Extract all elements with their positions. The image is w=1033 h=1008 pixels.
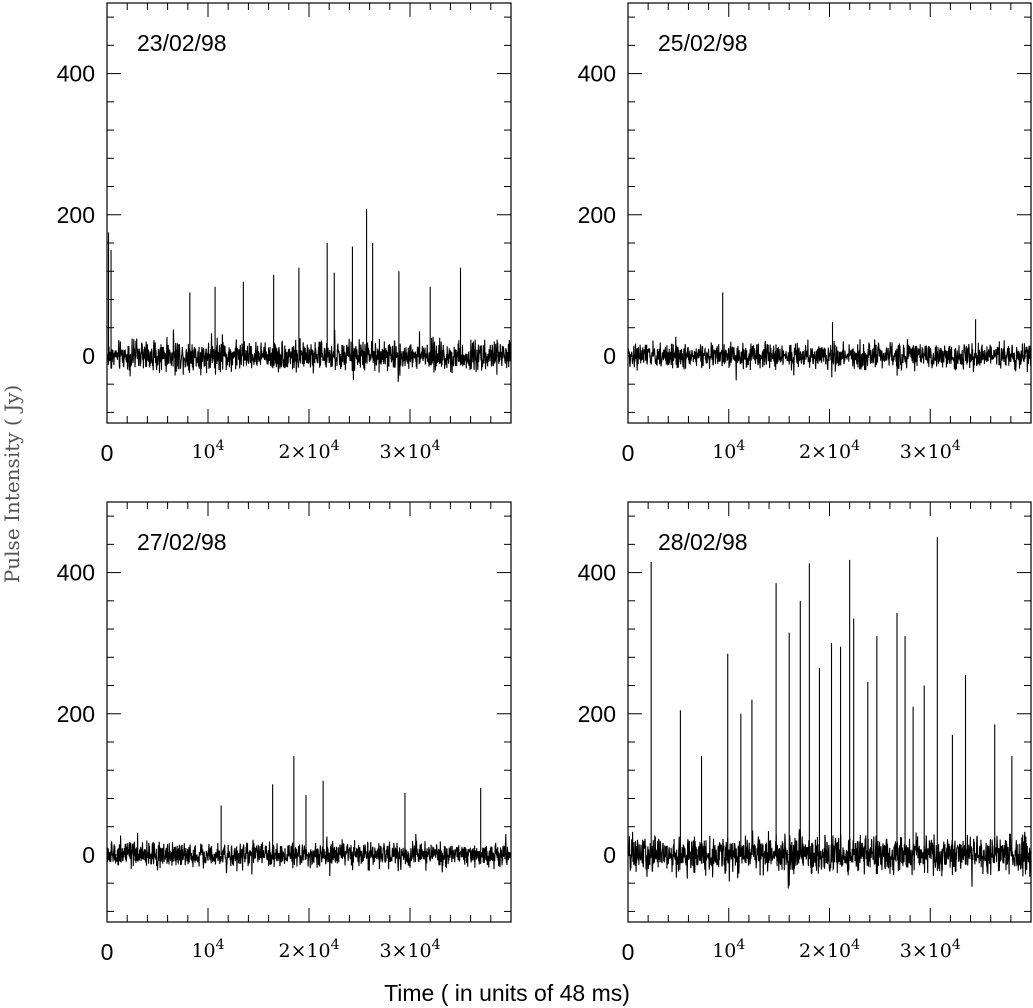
x-tick-label: 0 xyxy=(101,440,114,466)
y-tick-label: 200 xyxy=(578,202,616,228)
x-tick-label: 2×104 xyxy=(799,438,860,463)
y-tick-label: 400 xyxy=(578,560,616,586)
x-tick-label: 3×104 xyxy=(900,937,961,962)
x-tick-label: 3×104 xyxy=(379,438,440,463)
signal-trace xyxy=(106,329,512,382)
x-tick-label: 104 xyxy=(712,438,745,463)
y-tick-label: 0 xyxy=(603,343,616,369)
x-tick-label: 0 xyxy=(101,939,114,965)
x-tick-label: 3×104 xyxy=(379,937,440,962)
x-tick-label: 104 xyxy=(712,937,745,962)
panel-4: 0 200 400 0 104 2×104 3×104 28/02/98 xyxy=(578,501,1032,965)
y-axis-label: Pulse Intensity ( Jy) xyxy=(0,385,24,583)
panel-3: 0 200 400 0 104 2×104 3×104 27/02/98 xyxy=(57,501,512,965)
x-tick-label: 104 xyxy=(191,937,224,962)
signal-trace xyxy=(627,829,1032,889)
panel-1: 0 200 400 0 104 2×104 3×104 23/02/98 xyxy=(57,2,512,466)
y-tick-label: 200 xyxy=(57,202,95,228)
x-tick-label: 2×104 xyxy=(278,937,339,962)
y-tick-label: 200 xyxy=(578,701,616,727)
y-tick-label: 400 xyxy=(57,61,95,87)
x-tick-label: 0 xyxy=(622,440,635,466)
panel-date-label: 25/02/98 xyxy=(658,30,748,56)
x-tick-label: 2×104 xyxy=(799,937,860,962)
y-tick-label: 200 xyxy=(57,701,95,727)
signal-trace xyxy=(627,336,1032,381)
y-tick-label: 0 xyxy=(603,842,616,868)
panel-date-label: 27/02/98 xyxy=(137,529,227,555)
y-tick-label: 400 xyxy=(57,560,95,586)
y-tick-label: 0 xyxy=(82,842,95,868)
x-tick-label: 2×104 xyxy=(278,438,339,463)
x-tick-label: 3×104 xyxy=(900,438,961,463)
y-tick-label: 400 xyxy=(578,61,616,87)
panel-date-label: 28/02/98 xyxy=(658,529,748,555)
x-axis-label: Time ( in units of 48 ms) xyxy=(384,980,630,1006)
y-tick-label: 0 xyxy=(82,343,95,369)
panel-date-label: 23/02/98 xyxy=(137,30,227,56)
x-tick-label: 104 xyxy=(191,438,224,463)
signal-trace xyxy=(106,832,512,877)
panel-2: 0 200 400 0 104 2×104 3×104 25/02/98 xyxy=(578,2,1032,466)
x-tick-label: 0 xyxy=(622,939,635,965)
